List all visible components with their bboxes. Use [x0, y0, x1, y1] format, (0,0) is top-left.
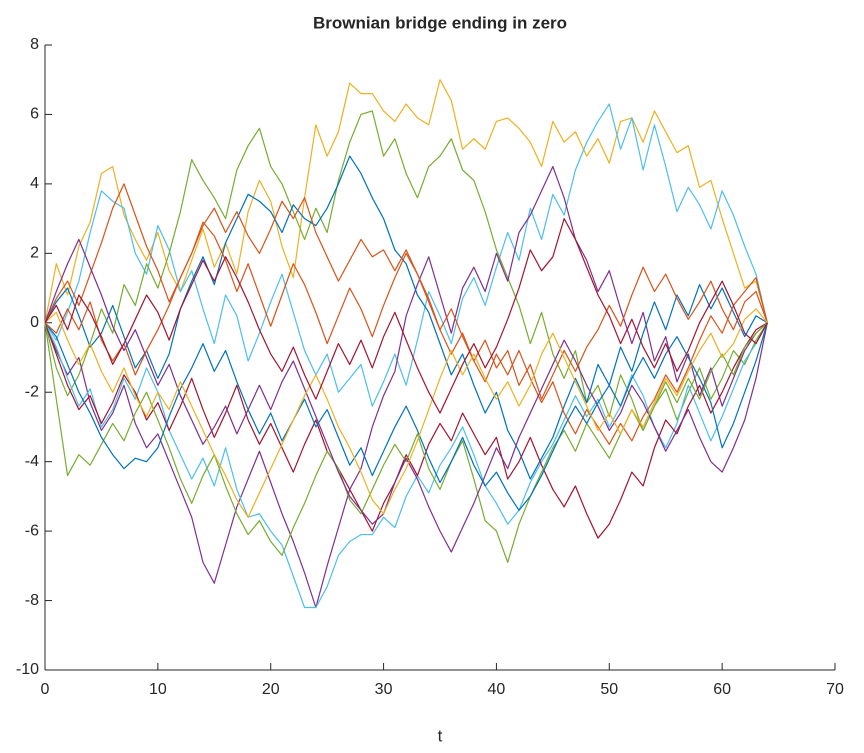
x-tick-label: 70 — [826, 681, 844, 698]
series-line — [44, 165, 768, 609]
series-line — [44, 238, 768, 553]
series-line — [44, 308, 768, 518]
y-tick-label: 2 — [30, 245, 39, 262]
series-line — [44, 197, 768, 400]
x-axis-label: t — [438, 726, 443, 745]
series-line — [44, 322, 768, 511]
series-line — [44, 322, 768, 539]
y-tick-label: -2 — [25, 383, 39, 400]
series-line — [44, 155, 768, 480]
series-line — [44, 322, 768, 563]
x-tick-label: 50 — [600, 681, 618, 698]
chart-title: Brownian bridge ending in zero — [313, 13, 567, 32]
series-line — [44, 103, 768, 407]
x-tick-label: 20 — [262, 681, 280, 698]
y-tick-label: -10 — [16, 661, 39, 678]
y-tick-label: -4 — [25, 453, 39, 470]
y-tick-label: 4 — [30, 175, 39, 192]
y-tick-label: -8 — [25, 592, 39, 609]
y-tick-label: 8 — [30, 36, 39, 53]
x-tick-label: 30 — [375, 681, 393, 698]
series-line — [44, 79, 768, 323]
x-tick-label: 40 — [488, 681, 506, 698]
series-line — [44, 322, 768, 609]
series-line — [44, 218, 768, 414]
x-tick-label: 10 — [149, 681, 167, 698]
x-tick-label: 60 — [713, 681, 731, 698]
y-tick-label: 0 — [30, 314, 39, 331]
y-tick-label: 6 — [30, 106, 39, 123]
y-tick-label: -6 — [25, 522, 39, 539]
x-tick-label: 0 — [41, 681, 50, 698]
